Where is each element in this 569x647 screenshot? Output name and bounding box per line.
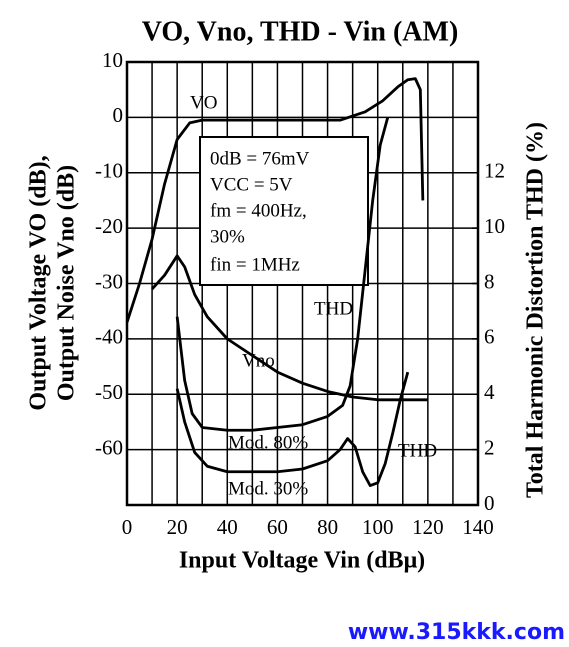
annotation: THD (314, 298, 353, 319)
x-tick-label: 120 (412, 515, 444, 539)
y-axis-label: Output Noise Vno (dB) (54, 165, 80, 401)
annotation: 30% (210, 226, 245, 247)
annotation: 0dB = 76mV (210, 148, 310, 169)
annotation: VCC = 5V (210, 174, 293, 195)
x-tick-label: 20 (167, 515, 188, 539)
y-tick-label: -10 (95, 159, 123, 183)
plot-frame (125, 60, 480, 507)
y-tick-label: -20 (95, 214, 123, 238)
data-line (151, 254, 428, 402)
x-tick-label: 60 (267, 515, 288, 539)
y-axis-label: Output Voltage VO (dB), (26, 155, 52, 410)
y-tick-label: 10 (102, 48, 123, 72)
x-tick-label: 40 (217, 515, 238, 539)
series-label: Mod. 30% (228, 478, 308, 499)
x-tick-label: 100 (362, 515, 394, 539)
annotation: fin = 1MHz (210, 254, 300, 275)
annotation: fm = 400Hz, (210, 200, 307, 221)
chart-title: VO, Vno, THD - Vin (AM) (142, 16, 459, 47)
y-tick-label: -40 (95, 325, 123, 349)
y-tick-label: -60 (95, 435, 123, 459)
watermark: www.315kkk.com (348, 620, 565, 645)
x-axis-label: Input Voltage Vin (dBμ) (179, 548, 425, 574)
data-line (175, 117, 390, 432)
x-tick-label: 80 (317, 515, 338, 539)
y2-tick-label: 2 (484, 435, 495, 459)
x-tick-label: 0 (122, 515, 133, 539)
y2-tick-label: 10 (484, 214, 505, 238)
y2-axis-label: Total Harmonic Distortion THD (%) (523, 122, 549, 498)
y-tick-label: -50 (95, 380, 123, 404)
x-tick-label: 140 (462, 515, 494, 539)
series-label: Mod. 80% (228, 432, 308, 453)
note-box (199, 136, 369, 286)
y2-tick-label: 12 (484, 159, 505, 183)
y-tick-label: 0 (113, 103, 124, 127)
y2-tick-label: 0 (484, 491, 495, 515)
y2-tick-label: 6 (484, 325, 495, 349)
series-label: VO (190, 92, 217, 113)
y2-tick-label: 8 (484, 269, 495, 293)
data-line (175, 371, 410, 488)
annotation: THD (398, 440, 437, 461)
data-line (125, 77, 425, 323)
y2-tick-label: 4 (484, 380, 495, 404)
y-tick-label: -30 (95, 269, 123, 293)
series-label: Vno (242, 350, 275, 371)
